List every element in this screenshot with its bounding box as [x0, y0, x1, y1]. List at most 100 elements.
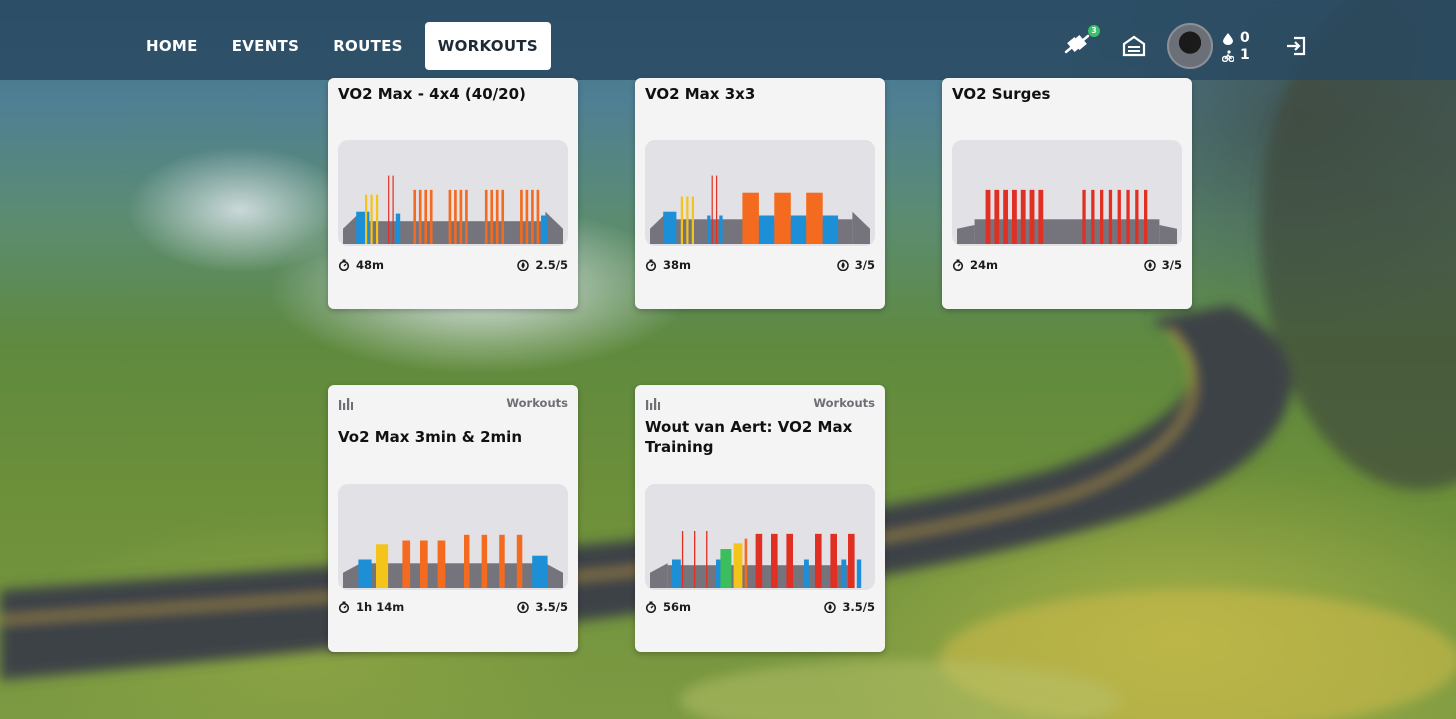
profile-interval-bar: [1091, 189, 1095, 244]
profile-interval-bar: [490, 189, 494, 244]
profile-interval-bar: [680, 196, 683, 244]
profile-cooldown-ramp: [545, 563, 563, 588]
profile-interval-bar: [815, 533, 822, 588]
workouts-category-icon: [646, 398, 660, 410]
stopwatch-icon: [338, 601, 350, 613]
workout-profile-chart: [645, 484, 875, 590]
profile-interval-bar: [532, 555, 548, 588]
profile-svg: [343, 534, 563, 588]
garage-icon[interactable]: [1122, 35, 1146, 57]
profile-interval-bar: [356, 211, 370, 244]
profile-interval-bar: [1117, 189, 1121, 244]
profile-interval-bar: [1029, 189, 1035, 244]
ride-icon: [1222, 49, 1234, 62]
profile-interval-bar: [755, 533, 763, 588]
profile-svg: [343, 175, 563, 244]
profile-interval-bar: [516, 534, 523, 588]
profile-interval-bar: [707, 215, 711, 244]
workout-profile-chart: [338, 140, 568, 246]
workout-profile-chart: [952, 140, 1182, 246]
profile-base-segment: [974, 219, 1160, 244]
profile-interval-bar: [716, 175, 718, 244]
profile-interval-bar: [464, 534, 470, 588]
profile-interval-bar: [804, 559, 809, 588]
nav-workouts[interactable]: WORKOUTS: [424, 22, 551, 70]
profile-interval-bar: [1082, 189, 1086, 244]
workout-card[interactable]: VO2 Max - 4x4 (40/20) 48m 2.5/5: [328, 78, 578, 309]
profile-interval-bar: [418, 189, 422, 244]
profile-warmup-ramp: [650, 563, 668, 588]
workout-duration: 56m: [663, 600, 691, 614]
profile-interval-bar: [501, 189, 505, 244]
drops-count: 0: [1240, 30, 1250, 46]
workout-difficulty: 3/5: [854, 258, 875, 272]
pairing-icon[interactable]: [1063, 33, 1091, 55]
workout-card[interactable]: VO2 Max 3x3 38m 3/5: [635, 78, 885, 309]
profile-svg: [650, 531, 862, 588]
profile-interval-bar: [541, 215, 548, 244]
workout-profile-chart: [338, 484, 568, 590]
profile-warmup-ramp: [343, 563, 361, 588]
workouts-category-icon: [339, 398, 353, 410]
workout-card[interactable]: VO2 Surges 24m 3/5: [942, 78, 1192, 309]
nav-events[interactable]: EVENTS: [231, 37, 300, 55]
workout-difficulty: 2.5/5: [535, 258, 568, 272]
profile-interval-bar: [774, 192, 791, 244]
nav-home[interactable]: HOME: [146, 37, 198, 55]
profile-interval-bar: [420, 540, 428, 588]
profile-interval-bar: [1038, 189, 1044, 244]
profile-interval-bar: [358, 559, 372, 588]
profile-interval-bar: [681, 531, 684, 588]
workout-card[interactable]: Workouts Wout van Aert: VO2 Max Training…: [635, 385, 885, 652]
top-nav-bar: HOME EVENTS ROUTES WORKOUTS 3: [0, 0, 1456, 80]
profile-interval-bar: [465, 189, 468, 244]
profile-interval-bar: [672, 559, 681, 588]
nav-routes[interactable]: ROUTES: [333, 37, 403, 55]
profile-base-segment: [360, 563, 546, 588]
profile-interval-bar: [841, 559, 847, 588]
workout-card[interactable]: Workouts Vo2 Max 3min & 2min 1h 14m 3.5/…: [328, 385, 578, 652]
workout-title: VO2 Max - 4x4 (40/20): [338, 85, 526, 103]
profile-interval-bar: [1100, 189, 1104, 244]
profile-interval-bar: [985, 189, 991, 244]
profile-interval-bar: [495, 189, 499, 244]
workout-duration: 38m: [663, 258, 691, 272]
profile-interval-bar: [370, 194, 373, 244]
profile-interval-bar: [459, 189, 463, 244]
profile-svg: [957, 189, 1177, 244]
avatar[interactable]: [1167, 23, 1213, 69]
profile-interval-bar: [424, 189, 428, 244]
profile-cooldown-ramp: [545, 211, 563, 244]
profile-interval-bar: [1144, 189, 1148, 244]
profile-interval-bar: [429, 189, 433, 244]
profile-interval-bar: [392, 175, 394, 244]
profile-interval-bar: [376, 544, 389, 588]
profile-interval-bar: [848, 533, 855, 588]
profile-interval-bar: [694, 531, 696, 588]
profile-interval-bar: [686, 196, 689, 244]
profile-interval-bar: [822, 215, 839, 244]
profile-svg: [650, 175, 870, 244]
profile-interval-bar: [716, 559, 725, 588]
profile-interval-bar: [733, 543, 743, 588]
logout-icon[interactable]: [1286, 36, 1306, 56]
profile-interval-bar: [720, 549, 732, 588]
profile-cooldown-ramp: [852, 211, 870, 244]
profile-interval-bar: [388, 175, 390, 244]
main-nav: HOME EVENTS ROUTES WORKOUTS: [134, 22, 561, 70]
profile-interval-bar: [531, 189, 534, 244]
profile-cooldown-ramp: [1159, 225, 1177, 244]
workout-title: Vo2 Max 3min & 2min: [338, 428, 522, 446]
profile-interval-bar: [1108, 189, 1113, 244]
profile-interval-bar: [454, 189, 457, 244]
profile-interval-bar: [691, 196, 694, 244]
workout-difficulty: 3.5/5: [842, 600, 875, 614]
profile-interval-bar: [663, 211, 677, 244]
workout-category: Workouts: [813, 396, 875, 410]
stopwatch-icon: [338, 259, 350, 271]
profile-interval-bar: [402, 540, 411, 588]
profile-interval-bar: [1135, 189, 1139, 244]
workout-duration: 1h 14m: [356, 600, 405, 614]
difficulty-icon: [517, 601, 530, 613]
profile-interval-bar: [1003, 189, 1009, 244]
